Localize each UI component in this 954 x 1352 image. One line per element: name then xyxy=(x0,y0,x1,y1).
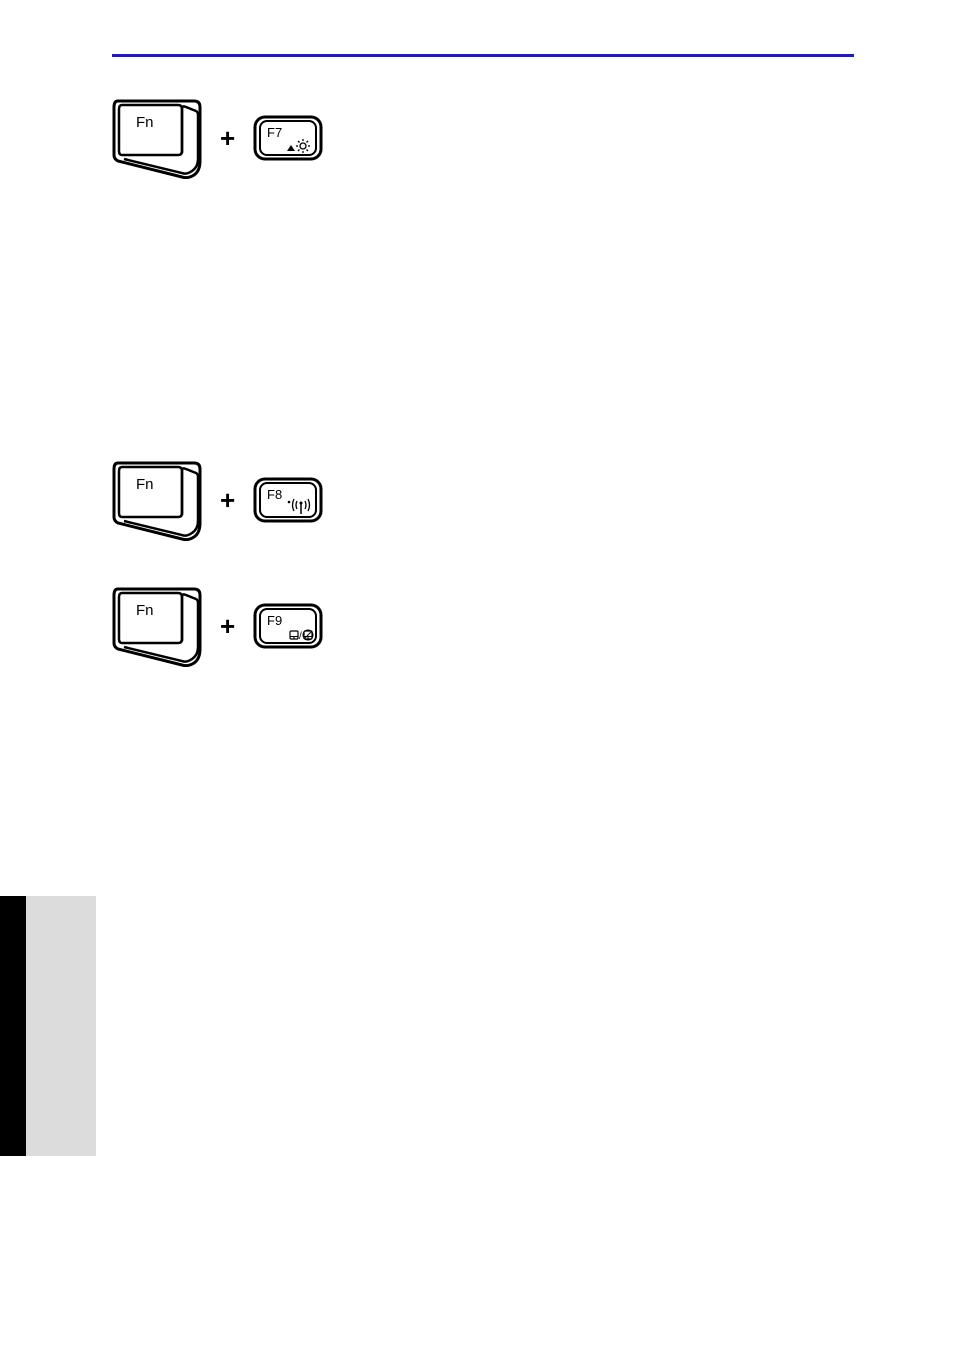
fn-key-label: Fn xyxy=(136,602,154,619)
desc-title: Wireless: xyxy=(372,463,854,485)
side-tab-black xyxy=(0,896,26,1156)
key-combo-f7: Fn + F7 xyxy=(112,97,372,179)
key-combo-f9: Fn + F9 / xyxy=(112,585,372,667)
side-tab-gray xyxy=(26,896,96,1156)
description-f7: Display brightness increase: Pressing FN… xyxy=(372,97,854,150)
key-combo-f8: Fn + F8 xyxy=(112,459,372,541)
hotkey-row-f7: Fn + F7 xyxy=(112,97,854,179)
dot-icon xyxy=(288,501,291,504)
fn-key: Fn xyxy=(112,585,202,667)
slash-icon: / xyxy=(299,631,302,642)
fn-key-label: Fn xyxy=(136,476,154,493)
hotkey-row-f9: Fn + F9 / xyxy=(112,585,854,667)
desc-body: Pressing FN + F9 enables or disables the… xyxy=(372,618,756,634)
desc-body: Pressing FN + F7 in small increments wil… xyxy=(372,130,806,146)
f7-key: F7 xyxy=(253,115,323,161)
description-f9: Touch Pad: Pressing FN + F9 enables or d… xyxy=(372,585,854,638)
fn-key: Fn xyxy=(112,459,202,541)
plus-sign: + xyxy=(220,123,235,154)
plus-sign: + xyxy=(220,611,235,642)
hotkey-row-f8: Fn + F8 Wireless: Press xyxy=(112,459,854,541)
f9-key: F9 / xyxy=(253,603,323,649)
desc-title: Touch Pad: xyxy=(372,589,854,611)
description-f8: Wireless: Pressing FN + F8 switches the … xyxy=(372,459,854,512)
header-rule xyxy=(112,54,854,57)
f8-key: F8 xyxy=(253,477,323,523)
f7-key-label: F7 xyxy=(267,125,282,140)
fn-key-label: Fn xyxy=(136,114,154,131)
touchpad-disabled-icon xyxy=(303,630,313,640)
desc-body: Pressing FN + F8 switches the active wir… xyxy=(372,492,712,508)
f8-key-label: F8 xyxy=(267,487,282,502)
desc-title: Display brightness increase: xyxy=(372,101,854,123)
fn-key: Fn xyxy=(112,97,202,179)
f9-key-label: F9 xyxy=(267,613,282,628)
plus-sign: + xyxy=(220,485,235,516)
